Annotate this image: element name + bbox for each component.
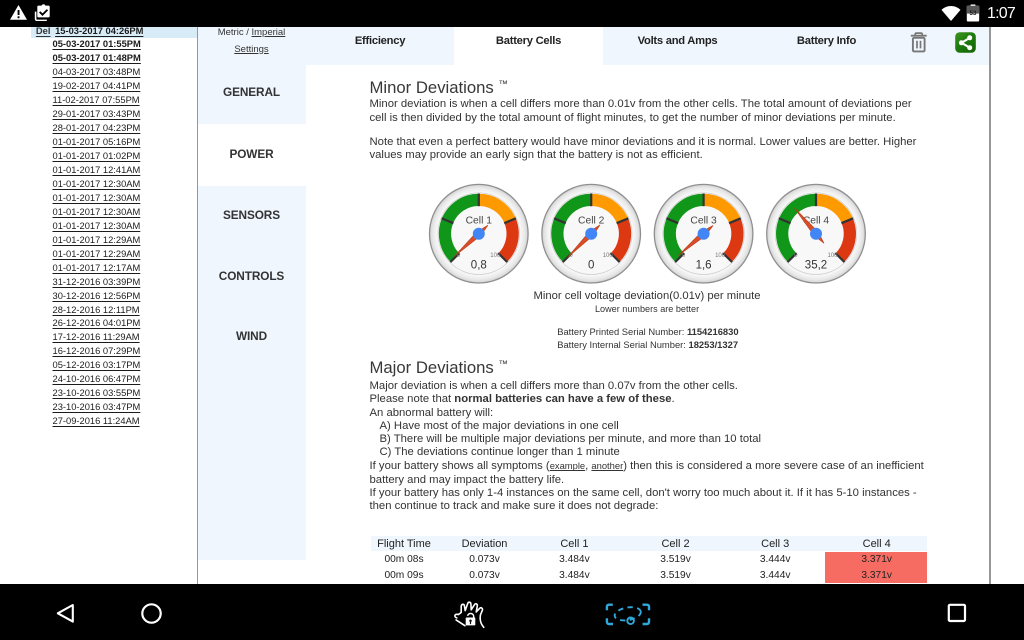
svg-text:Cell 2: Cell 2 <box>578 216 605 227</box>
svg-text:53: 53 <box>970 9 977 16</box>
svg-text:100: 100 <box>827 253 838 259</box>
svg-text:0: 0 <box>682 253 686 259</box>
svg-text:0: 0 <box>588 260 594 272</box>
svg-text:1,6: 1,6 <box>696 260 712 272</box>
svg-text:0: 0 <box>457 253 461 259</box>
svg-text:0: 0 <box>794 253 798 259</box>
svg-text:100: 100 <box>715 253 726 259</box>
svg-text:Cell 1: Cell 1 <box>466 216 493 227</box>
svg-text:Cell 3: Cell 3 <box>690 216 717 227</box>
svg-text:100: 100 <box>603 253 614 259</box>
svg-text:35,2: 35,2 <box>805 260 827 272</box>
svg-text:0,8: 0,8 <box>471 260 487 272</box>
svg-text:100: 100 <box>490 253 501 259</box>
svg-text:0: 0 <box>569 253 573 259</box>
svg-text:Cell 4: Cell 4 <box>803 216 830 227</box>
